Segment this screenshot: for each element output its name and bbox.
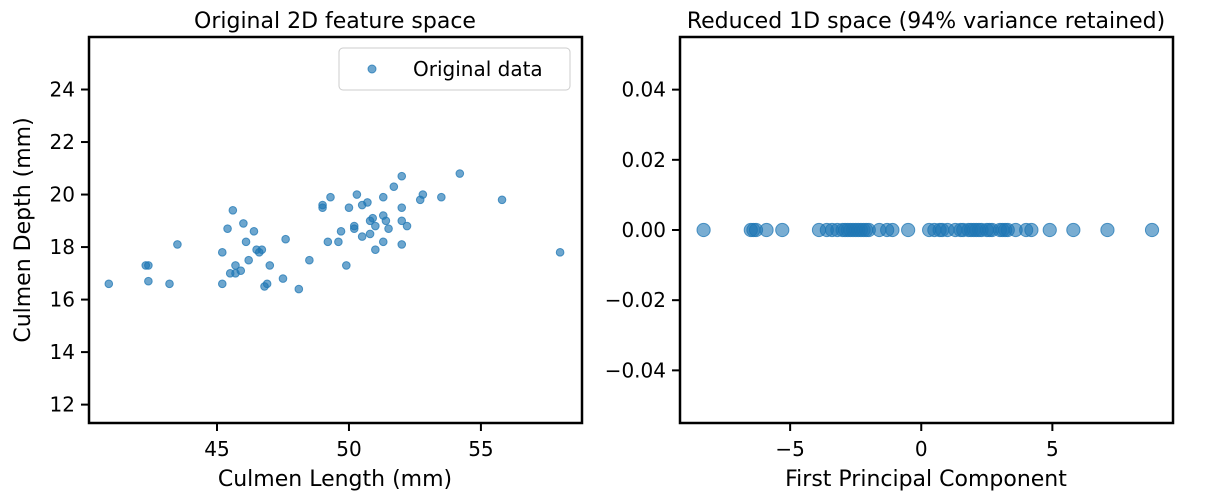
data-point — [323, 237, 333, 247]
left-y-axis-label: Culmen Depth (mm) — [11, 117, 36, 342]
data-point — [365, 229, 375, 239]
left-plot-frame — [87, 35, 584, 425]
left-y-tick-label: 24 — [50, 78, 75, 102]
data-point — [368, 213, 378, 223]
left-y-tick-label: 14 — [50, 340, 75, 364]
legend-label-original-data: Original data — [413, 57, 543, 81]
left-x-tick-label: 55 — [468, 437, 493, 461]
data-point — [1042, 222, 1057, 238]
legend-marker — [367, 64, 377, 74]
data-point — [1024, 222, 1039, 238]
data-point — [1100, 222, 1115, 238]
left-y-tick-label: 22 — [50, 130, 75, 154]
data-point — [228, 206, 238, 215]
data-point — [497, 195, 507, 205]
left-x-ticks: 45 50 55 — [204, 423, 494, 461]
data-point — [389, 182, 399, 191]
data-point — [397, 171, 407, 181]
data-point — [173, 240, 182, 249]
left-chart-title: Original 2D feature space — [194, 9, 476, 34]
right-plot-frame — [678, 35, 1175, 425]
data-point — [381, 216, 391, 226]
right-x-tick-label: −5 — [775, 437, 804, 461]
data-point — [357, 232, 367, 241]
left-y-tick-label: 12 — [50, 393, 75, 417]
right-x-tick-label: 5 — [1046, 437, 1059, 461]
data-point — [349, 224, 359, 233]
data-point — [262, 279, 272, 289]
right-data-points — [696, 222, 1160, 238]
data-point — [371, 221, 380, 231]
data-point — [397, 240, 407, 249]
data-point — [455, 169, 465, 178]
data-point — [1144, 222, 1160, 238]
data-point — [901, 222, 916, 238]
data-point — [217, 248, 227, 257]
data-point — [244, 255, 253, 265]
right-x-ticks: −5 0 5 — [775, 423, 1059, 461]
data-point — [344, 203, 354, 212]
data-point — [418, 190, 428, 199]
left-x-tick-label: 45 — [204, 437, 229, 461]
data-point — [318, 203, 327, 212]
data-point — [165, 279, 174, 289]
right-chart-title: Reduced 1D space (94% variance retained) — [687, 9, 1165, 34]
data-point — [342, 261, 351, 270]
data-point — [397, 203, 407, 212]
left-y-tick-label: 16 — [50, 288, 75, 312]
left-y-tick-label: 18 — [50, 235, 75, 259]
data-point — [363, 198, 372, 207]
data-point — [223, 224, 232, 233]
right-x-tick-label: 0 — [915, 437, 928, 461]
right-y-tick-label: 0.02 — [621, 148, 666, 172]
right-x-axis-label: First Principal Component — [785, 467, 1067, 492]
data-point — [402, 221, 412, 231]
data-point — [336, 227, 346, 236]
data-point — [217, 279, 227, 289]
left-y-ticks: 12 14 16 18 20 22 24 — [50, 78, 89, 417]
data-point — [371, 245, 380, 254]
data-point — [759, 222, 774, 238]
left-data-points — [104, 169, 565, 294]
data-point — [696, 222, 711, 238]
data-point — [239, 219, 248, 228]
data-point — [334, 237, 343, 247]
data-point — [294, 284, 304, 294]
right-y-tick-label: 0.00 — [621, 218, 666, 242]
data-point — [555, 248, 565, 257]
right-y-tick-label: −0.04 — [605, 358, 666, 382]
reduced-1d-space-chart: Reduced 1D space (94% variance retained)… — [605, 9, 1175, 492]
data-point — [144, 261, 153, 270]
data-point — [885, 222, 900, 238]
data-point — [257, 245, 267, 254]
data-point — [249, 227, 259, 236]
legend-box — [338, 47, 571, 91]
right-y-ticks: −0.04 −0.02 0.00 0.02 0.04 — [605, 78, 680, 382]
data-point — [384, 224, 393, 233]
data-point — [104, 279, 114, 289]
right-y-tick-label: −0.02 — [605, 288, 666, 312]
right-y-tick-label: 0.04 — [621, 78, 666, 102]
data-point — [265, 261, 275, 270]
data-point — [144, 276, 153, 286]
data-point — [378, 192, 388, 202]
legend: Original data — [338, 47, 571, 91]
data-point — [775, 222, 790, 238]
left-x-axis-label: Culmen Length (mm) — [218, 467, 452, 492]
data-point — [326, 192, 335, 202]
data-point — [236, 266, 246, 276]
data-point — [437, 192, 446, 202]
data-point — [1066, 222, 1081, 238]
data-point — [378, 237, 388, 247]
data-point — [281, 234, 290, 244]
data-point — [241, 237, 251, 247]
data-point — [397, 216, 407, 226]
left-x-tick-label: 50 — [336, 437, 361, 461]
data-point — [305, 255, 314, 265]
left-y-tick-label: 20 — [50, 183, 75, 207]
data-point — [352, 190, 362, 199]
data-point — [278, 274, 288, 283]
original-feature-space-chart: Original 2D feature space 45 50 55 1214161… — [11, 9, 584, 492]
